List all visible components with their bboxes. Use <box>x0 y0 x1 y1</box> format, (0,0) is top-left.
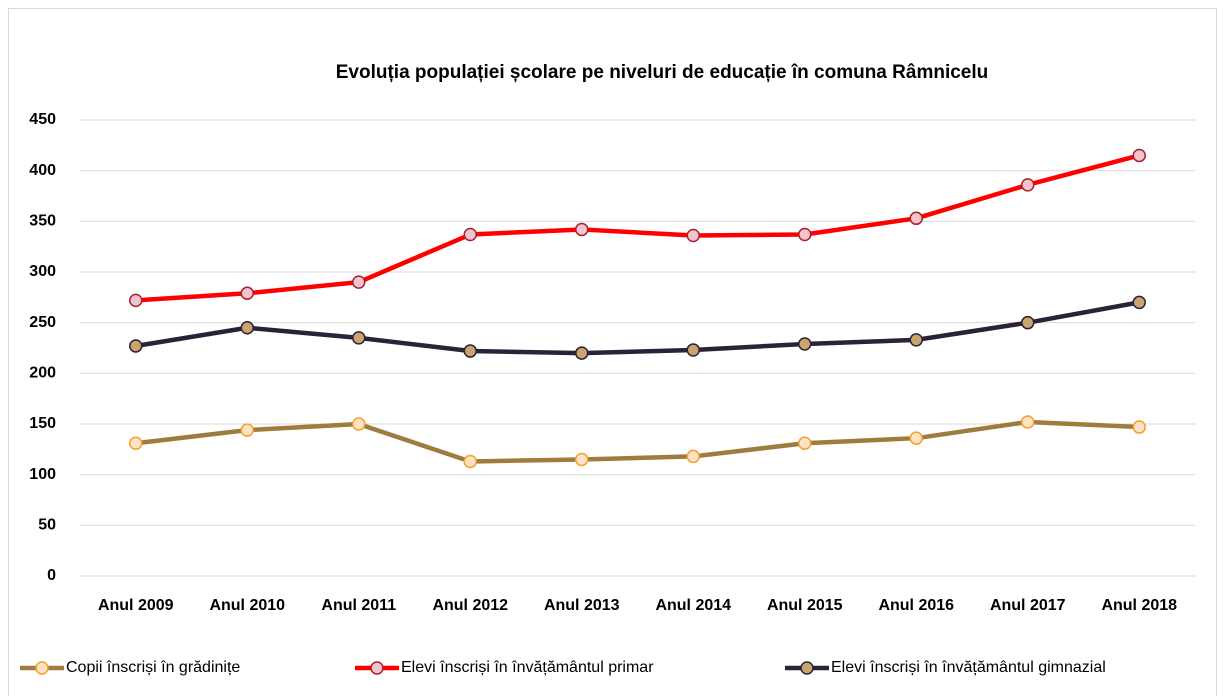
data-point <box>1132 420 1146 434</box>
y-tick-label: 350 <box>29 213 56 230</box>
x-tick-label: Anul 2010 <box>209 597 285 614</box>
data-point <box>1132 148 1146 163</box>
data-point <box>240 423 254 437</box>
data-point <box>686 228 700 243</box>
legend-marker <box>800 661 814 675</box>
y-tick-label: 200 <box>29 365 56 382</box>
y-tick-label: 300 <box>29 263 56 280</box>
data-point <box>1132 295 1146 310</box>
data-point <box>575 346 589 360</box>
y-tick-label: 250 <box>29 314 56 331</box>
x-tick-label: Anul 2016 <box>878 597 954 614</box>
data-point <box>1021 178 1035 192</box>
x-tick-label: Anul 2018 <box>1101 597 1177 614</box>
y-tick-label: 0 <box>47 567 56 584</box>
data-point <box>129 436 143 451</box>
y-tick-label: 450 <box>29 111 56 128</box>
x-tick-label: Anul 2013 <box>544 597 620 614</box>
data-point <box>575 452 589 467</box>
legend-marker <box>35 661 49 675</box>
data-point <box>798 337 812 351</box>
data-point <box>240 320 254 335</box>
data-point <box>575 222 589 237</box>
data-point <box>463 454 477 469</box>
chart-title: Evoluția populației școlare pe niveluri … <box>336 62 989 83</box>
data-point <box>463 344 477 358</box>
data-point <box>129 339 143 353</box>
data-point <box>240 286 254 301</box>
legend-marker <box>370 661 384 675</box>
legend-label: Elevi înscriși în învățământul primar <box>401 659 654 676</box>
x-tick-label: Anul 2017 <box>990 597 1066 614</box>
series-line <box>135 419 1140 464</box>
x-tick-label: Anul 2014 <box>655 597 731 614</box>
x-tick-label: Anul 2011 <box>321 597 396 614</box>
y-tick-label: 50 <box>38 517 56 534</box>
data-point <box>798 436 812 451</box>
series-line <box>135 153 1140 303</box>
legend-label: Elevi înscriși în învățământul gimnazial <box>831 659 1106 676</box>
y-tick-label: 400 <box>29 162 56 179</box>
y-tick-label: 150 <box>29 415 56 432</box>
legend-label: Copii înscriși în grădinițe <box>66 659 240 676</box>
data-point <box>909 431 923 445</box>
data-point <box>686 449 700 464</box>
data-point <box>129 293 143 308</box>
data-point <box>352 275 366 289</box>
series-line <box>135 300 1140 356</box>
x-tick-label: Anul 2012 <box>432 597 508 614</box>
data-point <box>909 333 923 347</box>
chart-border <box>8 8 1217 696</box>
data-point <box>352 331 366 345</box>
data-point <box>463 227 477 242</box>
x-tick-label: Anul 2009 <box>98 597 174 614</box>
data-point <box>352 417 366 431</box>
data-point <box>909 211 923 226</box>
data-point <box>1021 415 1035 429</box>
data-point <box>1021 315 1035 330</box>
y-tick-label: 100 <box>29 466 56 483</box>
x-tick-label: Anul 2015 <box>767 597 843 614</box>
data-point <box>798 227 812 242</box>
data-point <box>686 343 700 357</box>
